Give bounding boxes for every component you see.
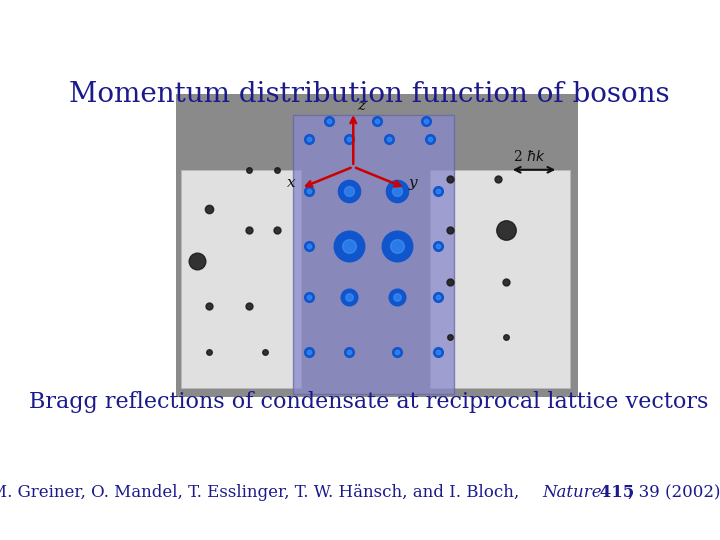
Text: Nature: Nature <box>543 484 603 501</box>
Text: x: x <box>287 176 296 190</box>
Text: , 39 (2002).: , 39 (2002). <box>628 484 720 501</box>
Bar <box>176 94 578 397</box>
Bar <box>293 115 454 394</box>
Text: 415: 415 <box>593 484 634 501</box>
Text: y: y <box>408 176 417 190</box>
Text: Momentum distribution function of bosons: Momentum distribution function of bosons <box>68 82 670 109</box>
Text: z: z <box>357 99 365 113</box>
Text: 2 $\hbar k$: 2 $\hbar k$ <box>513 148 546 164</box>
Text: Bragg reflections of condensate at reciprocal lattice vectors: Bragg reflections of condensate at recip… <box>30 391 708 413</box>
Bar <box>430 170 570 388</box>
Text: M. Greiner, O. Mandel, T. Esslinger, T. W. Hänsch, and I. Bloch,: M. Greiner, O. Mandel, T. Esslinger, T. … <box>0 484 525 501</box>
Bar <box>181 170 301 388</box>
